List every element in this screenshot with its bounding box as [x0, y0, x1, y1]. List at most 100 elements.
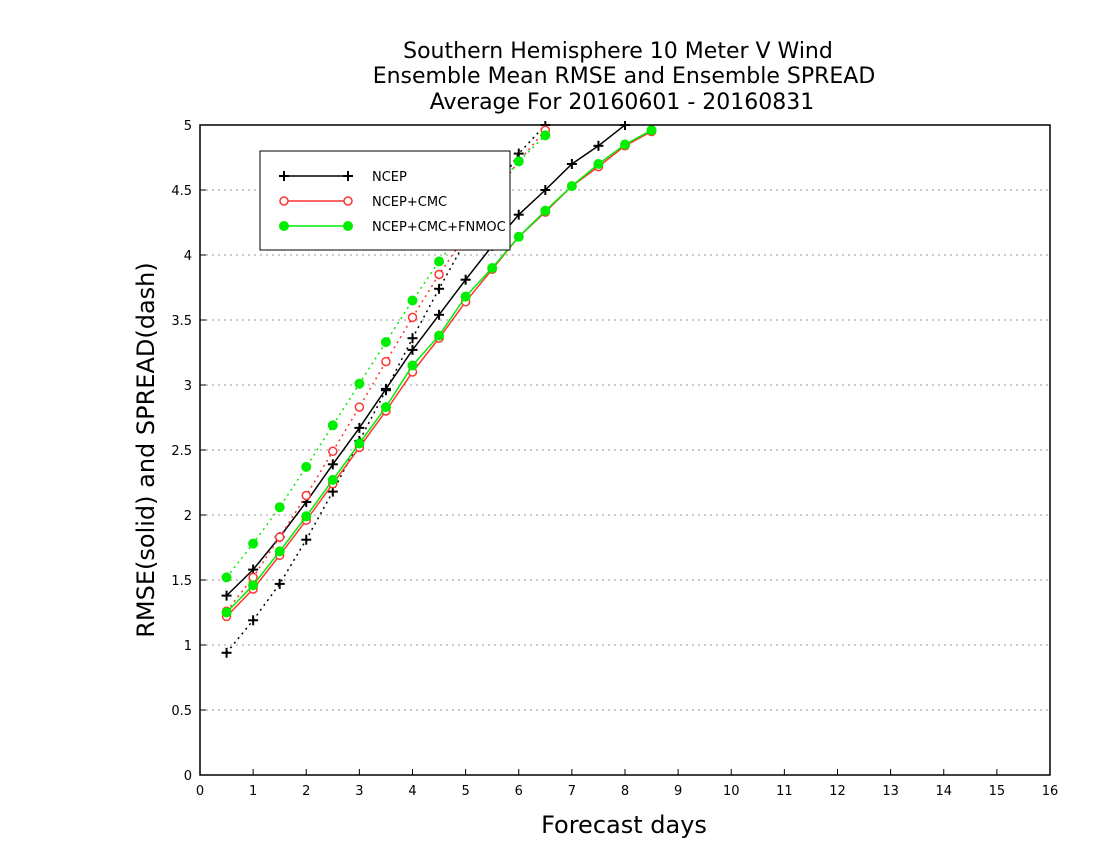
data-point-plus	[380, 385, 391, 396]
data-point-filled-circle	[566, 181, 577, 192]
y-axis-label: RMSE(solid) and SPREAD(dash)	[132, 262, 160, 638]
series-layer	[221, 121, 657, 658]
title-line-1: Southern Hemisphere 10 Meter V Wind	[403, 39, 833, 64]
x-tick-label: 11	[776, 784, 793, 799]
data-point-filled-circle	[540, 130, 551, 141]
axes: 0 1 2 3 4 5 6 7 8 9 10 11 12 13 14 15 1600.511.522.533.5…	[171, 119, 1058, 799]
data-point-plus	[566, 159, 577, 169]
data-point-filled-circle	[354, 378, 365, 389]
x-axis-label: Forecast days	[541, 811, 707, 839]
chart-title: Southern Hemisphere 10 Meter V Wind Ense…	[373, 39, 876, 115]
y-tick-label: 2	[184, 509, 192, 524]
data-point-plus	[274, 578, 285, 589]
data-point-plus	[407, 344, 418, 355]
data-point-filled-circle	[248, 580, 259, 591]
legend-label: NCEP+CMC+FNMOC	[372, 220, 506, 235]
x-tick-label: 9	[674, 784, 682, 799]
data-point-filled-circle	[221, 572, 232, 583]
data-point-plus	[593, 140, 604, 151]
data-point-plus	[434, 283, 445, 294]
data-point-filled-circle	[407, 295, 418, 306]
x-tick-label: 3	[355, 784, 363, 799]
data-point-plus	[221, 647, 232, 658]
grid-lines	[200, 189, 1050, 711]
y-tick-label: 3.5	[171, 314, 192, 329]
legend-item: NCEP+CMC+FNMOC	[279, 220, 506, 235]
data-point-filled-circle	[274, 546, 285, 557]
data-point-filled-circle	[434, 330, 445, 341]
data-point-filled-circle	[460, 291, 471, 302]
data-point-filled-circle	[434, 256, 445, 267]
data-point-filled-circle	[327, 474, 338, 485]
data-point-open-circle	[301, 490, 311, 501]
y-tick-label: 3	[184, 379, 192, 394]
y-tick-label: 0.5	[171, 704, 192, 719]
legend-label: NCEP+CMC	[372, 195, 447, 210]
data-point-plus	[221, 590, 232, 601]
data-point-plus	[279, 171, 289, 181]
y-tick-label: 5	[184, 119, 192, 134]
data-point-open-circle	[274, 532, 285, 542]
data-point-filled-circle	[327, 420, 338, 431]
data-point-plus	[327, 459, 338, 470]
data-point-plus	[540, 185, 551, 195]
y-tick-label: 2.5	[171, 444, 192, 459]
data-point-open-circle	[381, 356, 391, 367]
x-tick-label: 8	[621, 784, 629, 799]
data-point-filled-circle	[301, 511, 312, 522]
x-tick-label: 2	[302, 784, 310, 799]
data-point-filled-circle	[407, 360, 418, 371]
y-tick-label: 1.5	[171, 574, 192, 589]
y-tick-label: 1	[184, 639, 192, 654]
legend-item: NCEP+CMC	[279, 195, 447, 210]
x-tick-label: 14	[935, 784, 952, 799]
data-point-filled-circle	[343, 221, 353, 231]
data-point-filled-circle	[513, 156, 524, 167]
data-point-filled-circle	[354, 438, 365, 449]
data-point-filled-circle	[221, 607, 232, 618]
data-point-plus	[301, 534, 312, 545]
title-line-3: Average For 20160601 - 20160831	[430, 90, 815, 115]
data-point-filled-circle	[301, 461, 312, 472]
x-tick-label: 13	[882, 784, 899, 799]
data-point-open-circle	[328, 446, 338, 457]
data-point-plus	[343, 171, 353, 181]
x-tick-label: 0	[196, 784, 204, 799]
data-point-plus	[407, 333, 418, 344]
data-point-filled-circle	[380, 337, 391, 348]
series-solid-4	[221, 125, 657, 618]
x-tick-label: 1	[249, 784, 257, 799]
data-point-filled-circle	[279, 221, 289, 231]
data-point-open-circle	[407, 312, 418, 323]
data-point-plus	[434, 309, 445, 320]
data-point-plus	[460, 274, 471, 285]
legend-item: NCEP	[279, 170, 407, 185]
x-tick-label: 16	[1042, 784, 1059, 799]
x-tick-label: 4	[408, 784, 416, 799]
data-point-plus	[248, 615, 259, 626]
legend-label: NCEP	[372, 170, 407, 185]
title-line-2: Ensemble Mean RMSE and Ensemble SPREAD	[373, 64, 876, 89]
data-point-filled-circle	[646, 125, 657, 136]
y-tick-label: 4.5	[171, 184, 192, 199]
data-point-filled-circle	[593, 159, 604, 169]
data-point-open-circle	[354, 402, 365, 412]
x-tick-label: 10	[723, 784, 740, 799]
data-point-filled-circle	[620, 139, 630, 150]
x-tick-label: 12	[829, 784, 846, 799]
x-tick-label: 7	[568, 784, 576, 799]
data-point-filled-circle	[540, 205, 551, 216]
y-tick-label: 0	[184, 769, 192, 784]
data-point-filled-circle	[248, 538, 259, 549]
data-point-open-circle	[434, 269, 444, 280]
x-tick-label: 15	[989, 784, 1006, 799]
data-point-filled-circle	[513, 231, 524, 242]
data-point-plus	[513, 209, 524, 220]
data-point-open-circle	[343, 196, 353, 206]
data-point-filled-circle	[274, 502, 285, 513]
x-tick-label: 5	[461, 784, 469, 799]
y-tick-label: 4	[184, 249, 192, 264]
legend: NCEP NCEP+CMC NCEP+CMC+FNMOC	[259, 150, 511, 251]
data-point-filled-circle	[380, 402, 391, 413]
